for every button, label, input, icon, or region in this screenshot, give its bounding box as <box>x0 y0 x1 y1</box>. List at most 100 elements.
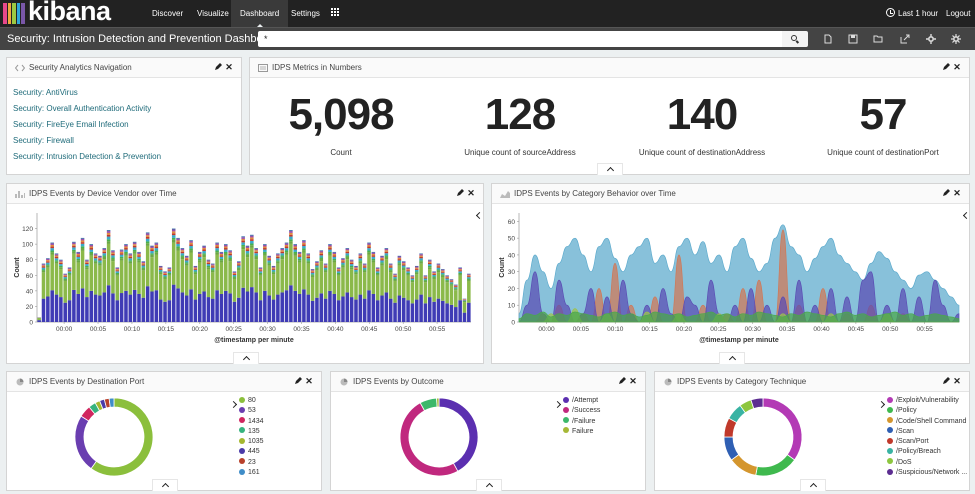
save-icon[interactable] <box>848 34 858 44</box>
legend-item[interactable]: /Policy <box>887 406 967 416</box>
legend-item[interactable]: /Scan <box>887 427 967 437</box>
legend-item[interactable]: 161 <box>239 468 264 478</box>
new-dashboard-icon[interactable] <box>823 34 833 44</box>
collapse-toggle[interactable] <box>597 163 623 175</box>
y-tick-label: 50 <box>508 236 516 243</box>
bar-segment <box>315 264 319 266</box>
share-icon[interactable] <box>900 34 910 44</box>
collapse-toggle[interactable] <box>476 479 502 491</box>
pencil-icon[interactable] <box>618 377 626 385</box>
bar-segment <box>206 261 211 263</box>
bar-segment <box>367 290 371 322</box>
bar-segment <box>119 250 124 252</box>
legend-item[interactable]: 1434 <box>239 417 264 427</box>
nav-link-idps[interactable]: Security: Intrusion Detection & Preventi… <box>13 152 162 161</box>
pencil-icon[interactable] <box>456 189 464 197</box>
legend-item[interactable]: /Code/Shell Command <box>887 417 967 427</box>
bar-segment <box>93 261 98 264</box>
pencil-icon[interactable] <box>942 63 950 71</box>
legend-item[interactable]: 445 <box>239 447 264 457</box>
bar-segment <box>206 269 211 298</box>
legend-toggle[interactable] <box>879 401 885 409</box>
close-icon[interactable]: ✕ <box>467 188 475 198</box>
bar-segment <box>193 299 198 322</box>
bar-segment <box>258 274 263 276</box>
legend-item[interactable]: /DoS <box>887 458 967 468</box>
pencil-icon[interactable] <box>214 63 222 71</box>
nav-link-antivirus[interactable]: Security: AntiVirus <box>13 88 78 97</box>
settings-icon[interactable] <box>951 34 961 44</box>
close-icon[interactable]: ✕ <box>953 62 961 72</box>
bar-segment <box>354 267 358 269</box>
nav-visualize[interactable]: Visualize <box>197 9 229 18</box>
grid-icon[interactable] <box>331 8 340 17</box>
close-icon[interactable]: ✕ <box>953 376 961 386</box>
bar-segment <box>128 258 133 261</box>
time-picker[interactable]: Last 1 hour <box>886 0 938 27</box>
nav-link-firewall[interactable]: Security: Firewall <box>13 136 74 145</box>
bar-segment <box>150 253 154 255</box>
bar-segment <box>436 270 441 273</box>
collapse-toggle[interactable] <box>152 479 178 491</box>
pencil-icon[interactable] <box>294 377 302 385</box>
close-icon[interactable]: ✕ <box>953 188 961 198</box>
panel-header: IDPS Events by Category Technique ✕ <box>655 372 969 392</box>
bar-segment <box>297 256 302 259</box>
search-input[interactable]: * <box>258 31 782 47</box>
legend-item[interactable]: 1035 <box>239 437 264 447</box>
bar-segment <box>454 286 458 288</box>
bar-segment <box>449 284 454 286</box>
bar-segment <box>328 244 332 247</box>
collapse-toggle[interactable] <box>800 479 826 491</box>
bar-segment <box>410 280 415 283</box>
legend-toggle[interactable] <box>475 212 481 220</box>
bar-segment <box>250 239 254 241</box>
pencil-icon[interactable] <box>942 189 950 197</box>
legend-item[interactable]: /Suspicious/Network ... <box>887 468 967 478</box>
bar-segment <box>280 251 284 254</box>
legend-item[interactable]: 135 <box>239 427 264 437</box>
bar-segment <box>280 253 284 256</box>
bar-segment <box>302 252 306 290</box>
legend-item[interactable]: /Exploit/Vulnerability <box>887 396 967 406</box>
kibana-logo[interactable]: kibana <box>0 0 140 27</box>
legend-item[interactable]: 23 <box>239 458 264 468</box>
bar-segment <box>293 249 297 252</box>
bar-segment <box>59 267 63 270</box>
close-icon[interactable]: ✕ <box>225 62 233 72</box>
bar-segment <box>245 249 250 252</box>
close-icon[interactable]: ✕ <box>305 376 313 386</box>
legend-item[interactable]: /Success <box>563 406 600 416</box>
legend-toggle[interactable] <box>231 401 237 409</box>
legend-label: /DoS <box>896 458 912 466</box>
legend-item[interactable]: 53 <box>239 406 264 416</box>
bar-segment <box>102 248 107 249</box>
bar-segment <box>267 295 271 322</box>
open-icon[interactable] <box>873 34 883 44</box>
bar-segment <box>98 255 102 257</box>
legend-item[interactable]: /Failure <box>563 417 600 427</box>
close-icon[interactable]: ✕ <box>629 376 637 386</box>
legend-item[interactable]: /Scan/Port <box>887 437 967 447</box>
legend-toggle[interactable] <box>962 212 968 220</box>
options-icon[interactable] <box>926 34 936 44</box>
technique-donut-chart <box>723 397 803 477</box>
collapse-toggle[interactable] <box>233 352 259 364</box>
nav-link-authentication[interactable]: Security: Overall Authentication Activit… <box>13 104 152 113</box>
legend-toggle[interactable] <box>555 401 561 409</box>
legend-item[interactable]: /Policy/Breach <box>887 447 967 457</box>
logout-link[interactable]: Logout <box>946 9 971 18</box>
nav-settings[interactable]: Settings <box>291 9 320 18</box>
legend-item[interactable]: Failure <box>563 427 600 437</box>
nav-discover[interactable]: Discover <box>152 9 184 18</box>
bar-segment <box>59 264 63 266</box>
search-button[interactable] <box>782 31 808 47</box>
pencil-icon[interactable] <box>942 377 950 385</box>
legend-item[interactable]: 80 <box>239 396 264 406</box>
nav-link-fireeye[interactable]: Security: FireEye Email Infection <box>13 120 129 129</box>
panel-title: IDPS Metrics in Numbers <box>272 63 362 72</box>
legend-item[interactable]: /Attempt <box>563 396 600 406</box>
bar-segment <box>145 243 150 246</box>
nav-dashboard[interactable]: Dashboard <box>231 0 289 27</box>
collapse-toggle[interactable] <box>719 352 745 364</box>
